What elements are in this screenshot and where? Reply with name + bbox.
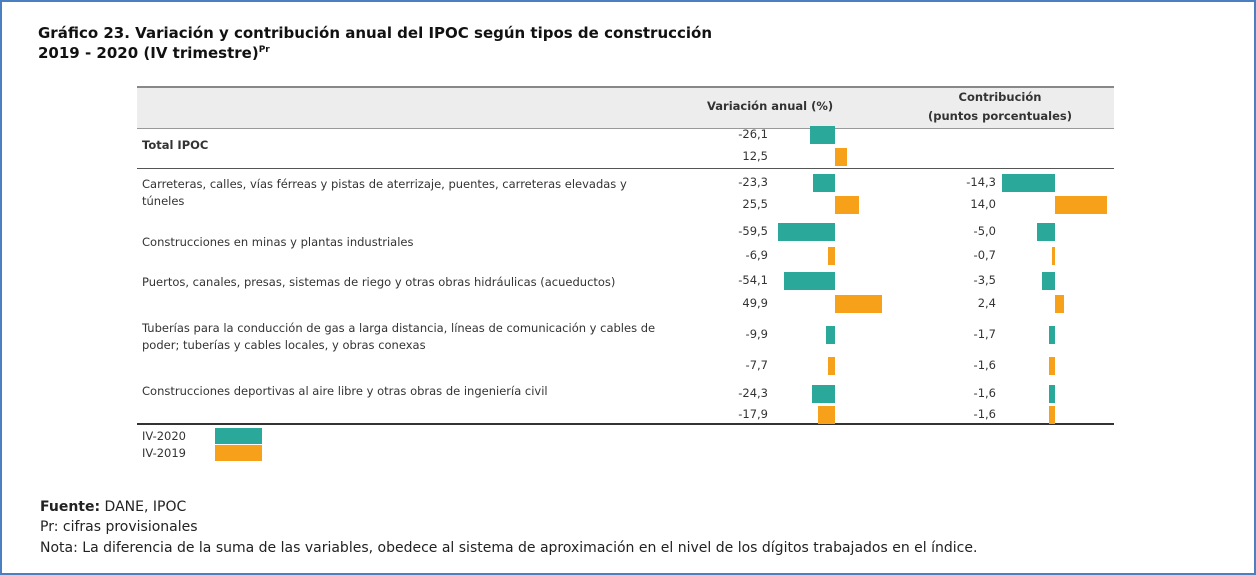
table-header bbox=[137, 86, 1114, 129]
value-label: -1,7 bbox=[973, 327, 996, 341]
bar bbox=[1042, 272, 1055, 290]
value-label: -6,9 bbox=[745, 248, 768, 262]
legend-swatch bbox=[215, 428, 262, 444]
bar bbox=[1049, 406, 1055, 424]
value-label: -9,9 bbox=[745, 327, 768, 341]
row-label: Puertos, canales, presas, sistemas de ri… bbox=[142, 275, 616, 289]
value-label: 49,9 bbox=[742, 296, 768, 310]
bar bbox=[1036, 223, 1055, 241]
value-label: -1,6 bbox=[973, 407, 996, 421]
value-label: -14,3 bbox=[966, 175, 996, 189]
bar bbox=[1048, 326, 1055, 344]
value-label: -7,7 bbox=[745, 358, 768, 372]
row-label: Carreteras, calles, vías férreas y pista… bbox=[142, 177, 627, 208]
bar bbox=[835, 196, 860, 214]
bar bbox=[835, 148, 847, 166]
row-divider bbox=[137, 168, 1114, 169]
row-label: Total IPOC bbox=[142, 138, 209, 152]
bar bbox=[827, 357, 835, 375]
bar bbox=[1055, 295, 1064, 313]
bar bbox=[778, 223, 835, 241]
row-label: Construcciones en minas y plantas indust… bbox=[142, 235, 414, 249]
bar bbox=[810, 126, 835, 144]
row-label: Tuberías para la conducción de gas a lar… bbox=[142, 321, 656, 352]
bar bbox=[1002, 174, 1055, 192]
value-label: -1,6 bbox=[973, 358, 996, 372]
value-label: -54,1 bbox=[738, 273, 768, 287]
title: Gráfico 23. Variación y contribución anu… bbox=[38, 24, 713, 42]
bar bbox=[817, 406, 835, 424]
note: Pr: cifras provisionales bbox=[40, 519, 198, 535]
value-label: -3,5 bbox=[973, 273, 996, 287]
value-label: -24,3 bbox=[738, 386, 768, 400]
column-header: Contribución bbox=[958, 90, 1042, 104]
bar bbox=[835, 295, 883, 313]
note: Nota: La diferencia de la suma de las va… bbox=[40, 540, 978, 556]
subtitle: 2019 - 2020 (IV trimestre)Pr bbox=[38, 44, 270, 62]
column-header: (puntos porcentuales) bbox=[927, 109, 1072, 123]
source-label: Fuente: bbox=[40, 499, 101, 515]
bar bbox=[811, 385, 835, 403]
row-label: Construcciones deportivas al aire libre … bbox=[142, 384, 548, 398]
value-label: 14,0 bbox=[970, 197, 996, 211]
bar bbox=[1055, 196, 1107, 214]
value-label: -23,3 bbox=[738, 175, 768, 189]
value-label: -5,0 bbox=[973, 224, 996, 238]
bar bbox=[1052, 247, 1055, 265]
subtitle-text: 2019 - 2020 (IV trimestre) bbox=[38, 44, 259, 62]
legend-swatch bbox=[215, 445, 262, 461]
value-label: -17,9 bbox=[738, 407, 768, 421]
value-label: 2,4 bbox=[977, 296, 996, 310]
bar bbox=[825, 326, 835, 344]
bar bbox=[812, 174, 835, 192]
column-header: Variación anual (%) bbox=[707, 99, 834, 113]
value-label: 25,5 bbox=[742, 197, 768, 211]
subtitle-sup: Pr bbox=[258, 45, 270, 55]
legend-label: IV-2019 bbox=[142, 446, 187, 460]
table-bottom bbox=[137, 423, 1114, 425]
bar bbox=[783, 272, 835, 290]
value-label: -59,5 bbox=[738, 224, 768, 238]
legend-label: IV-2020 bbox=[142, 429, 187, 443]
value-label: -1,6 bbox=[973, 386, 996, 400]
bar bbox=[1049, 385, 1055, 403]
value-label: 12,5 bbox=[742, 149, 768, 163]
value-label: -26,1 bbox=[738, 127, 768, 141]
bar bbox=[1049, 357, 1055, 375]
source-text: DANE, IPOC bbox=[104, 499, 187, 515]
source: Fuente: DANE, IPOC bbox=[40, 499, 1220, 515]
value-label: -0,7 bbox=[973, 248, 996, 262]
bar bbox=[828, 247, 835, 265]
